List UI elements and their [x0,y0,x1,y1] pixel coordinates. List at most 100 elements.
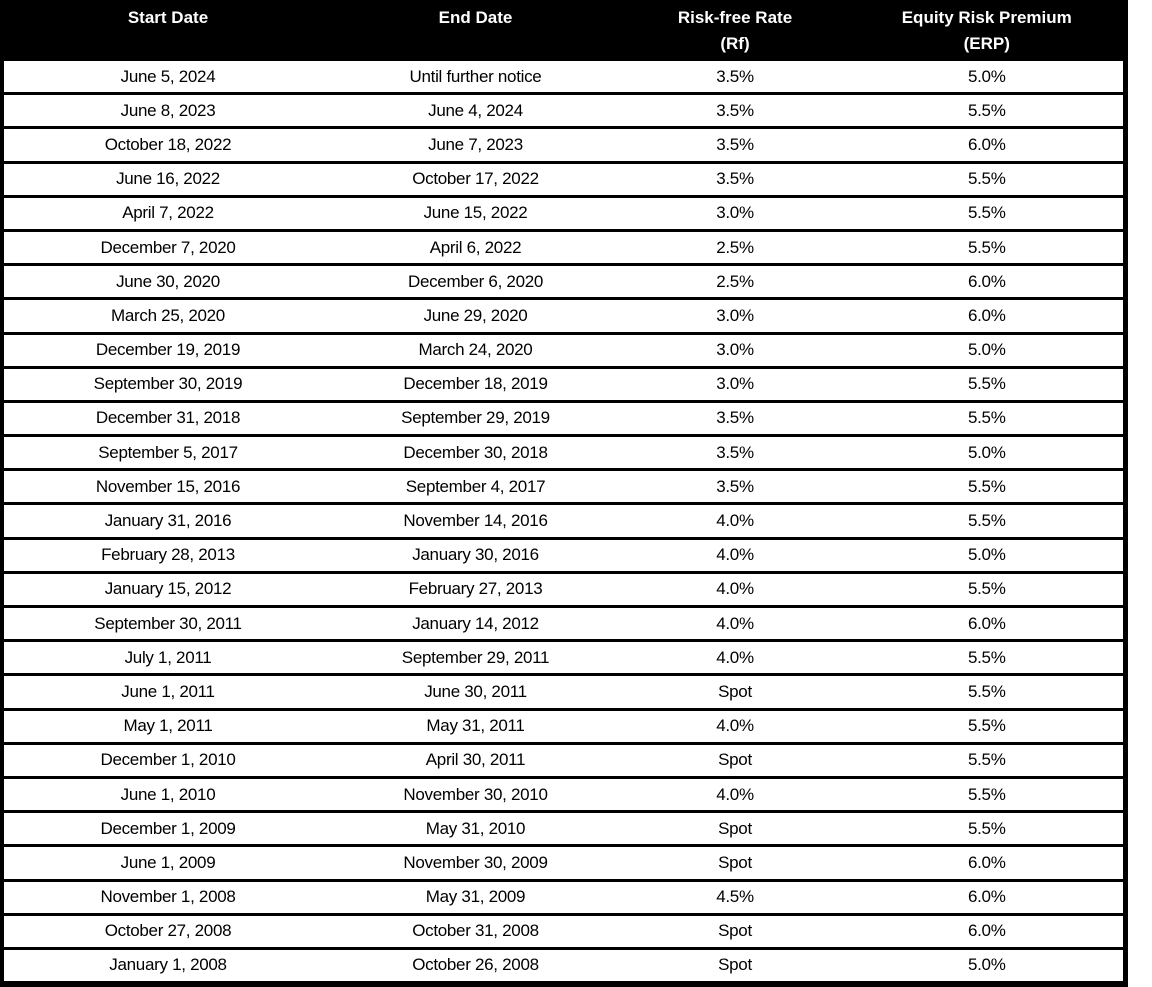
cell-end-date: June 30, 2011 [332,673,619,710]
cell-risk-free-rate: Spot [619,673,851,710]
cell-end-date: June 15, 2022 [332,194,619,231]
cell-equity-risk-premium: 5.5% [851,228,1125,265]
cell-end-date: May 31, 2009 [332,878,619,915]
cell-equity-risk-premium: 5.5% [851,399,1125,436]
cell-end-date: November 14, 2016 [332,502,619,539]
cell-equity-risk-premium: 6.0% [851,604,1125,641]
erp-rate-table: Start Date End Date Risk-free Rate (Rf) … [0,0,1128,987]
cell-equity-risk-premium: 6.0% [851,126,1125,163]
cell-start-date: July 1, 2011 [2,639,332,675]
cell-start-date: October 18, 2022 [2,126,332,163]
cell-equity-risk-premium: 5.0% [851,57,1125,94]
table-row: December 7, 2020 April 6, 2022 2.5% 5.5% [2,228,1125,265]
cell-start-date: April 7, 2022 [2,194,332,231]
cell-equity-risk-premium: 5.0% [851,331,1125,368]
cell-end-date: October 31, 2008 [332,912,619,949]
cell-start-date: December 19, 2019 [2,331,332,368]
cell-equity-risk-premium: 5.5% [851,707,1125,744]
table-row: October 27, 2008 October 31, 2008 Spot 6.0% [2,912,1125,949]
cell-risk-free-rate: Spot [619,946,851,985]
cell-risk-free-rate: 3.5% [619,468,851,504]
cell-end-date: May 31, 2011 [332,707,619,744]
cell-risk-free-rate: 3.5% [619,434,851,470]
table-row: December 1, 2010 April 30, 2011 Spot 5.5% [2,741,1125,778]
cell-risk-free-rate: 4.5% [619,878,851,915]
cell-start-date: November 1, 2008 [2,878,332,915]
table-row: January 1, 2008 October 26, 2008 Spot 5.0% [2,946,1125,985]
header-sublabel-erp: (ERP) [963,34,1010,53]
cell-risk-free-rate: 3.5% [619,399,851,436]
cell-start-date: March 25, 2020 [2,297,332,333]
cell-equity-risk-premium: 5.5% [851,160,1125,197]
cell-risk-free-rate: Spot [619,810,851,846]
header-label-equity-risk-premium: Equity Risk Premium [901,8,1072,27]
cell-start-date: January 1, 2008 [2,946,332,985]
cell-end-date: January 30, 2016 [332,536,619,573]
table-row: January 31, 2016 November 14, 2016 4.0% 5.5… [2,502,1125,539]
cell-end-date: October 17, 2022 [332,160,619,197]
table-header: Start Date End Date Risk-free Rate (Rf) … [2,0,1125,60]
table-row: September 30, 2011 January 14, 2012 4.0% 6.… [2,604,1125,641]
table-row: January 15, 2012 February 27, 2013 4.0% 5.5… [2,570,1125,607]
cell-start-date: September 30, 2011 [2,604,332,641]
cell-equity-risk-premium: 5.0% [851,946,1125,985]
cell-risk-free-rate: Spot [619,741,851,778]
cell-start-date: November 15, 2016 [2,468,332,504]
cell-risk-free-rate: 3.5% [619,160,851,197]
cell-start-date: June 5, 2024 [2,57,332,94]
cell-equity-risk-premium: 5.5% [851,741,1125,778]
cell-end-date: December 18, 2019 [332,365,619,402]
cell-start-date: June 1, 2009 [2,844,332,880]
column-header-risk-free-rate: Risk-free Rate (Rf) [619,0,851,60]
table-row: April 7, 2022 June 15, 2022 3.0% 5.5% [2,194,1125,231]
cell-end-date: February 27, 2013 [332,570,619,607]
cell-end-date: January 14, 2012 [332,604,619,641]
cell-equity-risk-premium: 6.0% [851,263,1125,299]
cell-end-date: May 31, 2010 [332,810,619,846]
cell-risk-free-rate: 3.0% [619,194,851,231]
cell-equity-risk-premium: 6.0% [851,878,1125,915]
cell-end-date: April 30, 2011 [332,741,619,778]
header-label-start-date: Start Date [127,8,209,27]
cell-risk-free-rate: 4.0% [619,707,851,744]
table-row: September 5, 2017 December 30, 2018 3.5% 5.… [2,434,1125,470]
table-row: December 1, 2009 May 31, 2010 Spot 5.5% [2,810,1125,846]
cell-risk-free-rate: 4.0% [619,502,851,539]
cell-risk-free-rate: 4.0% [619,536,851,573]
table-row: September 30, 2019 December 18, 2019 3.0% 5… [2,365,1125,402]
cell-equity-risk-premium: 5.5% [851,570,1125,607]
cell-end-date: September 4, 2017 [332,468,619,504]
cell-end-date: June 29, 2020 [332,297,619,333]
cell-risk-free-rate: 4.0% [619,570,851,607]
cell-start-date: June 1, 2011 [2,673,332,710]
cell-risk-free-rate: 4.0% [619,775,851,812]
cell-end-date: April 6, 2022 [332,228,619,265]
cell-equity-risk-premium: 5.0% [851,536,1125,573]
table-row: June 1, 2010 November 30, 2010 4.0% 5.5% [2,775,1125,812]
cell-equity-risk-premium: 5.5% [851,194,1125,231]
cell-end-date: December 30, 2018 [332,434,619,470]
cell-start-date: December 1, 2010 [2,741,332,778]
column-header-start-date: Start Date [2,0,332,60]
cell-end-date: October 26, 2008 [332,946,619,985]
cell-risk-free-rate: 2.5% [619,263,851,299]
header-label-end-date: End Date [438,8,513,27]
cell-equity-risk-premium: 5.5% [851,92,1125,128]
cell-end-date: June 4, 2024 [332,92,619,128]
cell-equity-risk-premium: 5.5% [851,468,1125,504]
cell-risk-free-rate: 2.5% [619,228,851,265]
cell-start-date: January 31, 2016 [2,502,332,539]
cell-start-date: June 1, 2010 [2,775,332,812]
cell-risk-free-rate: Spot [619,844,851,880]
table-row: February 28, 2013 January 30, 2016 4.0% 5.0… [2,536,1125,573]
cell-end-date: December 6, 2020 [332,263,619,299]
cell-risk-free-rate: Spot [619,912,851,949]
cell-start-date: December 1, 2009 [2,810,332,846]
cell-start-date: January 15, 2012 [2,570,332,607]
cell-risk-free-rate: 3.5% [619,126,851,163]
table-row: June 8, 2023 June 4, 2024 3.5% 5.5% [2,92,1125,128]
table-row: December 31, 2018 September 29, 2019 3.5% 5… [2,399,1125,436]
table-row: June 1, 2011 June 30, 2011 Spot 5.5% [2,673,1125,710]
table-row: June 1, 2009 November 30, 2009 Spot 6.0% [2,844,1125,880]
column-header-equity-risk-premium: Equity Risk Premium (ERP) [851,0,1125,60]
